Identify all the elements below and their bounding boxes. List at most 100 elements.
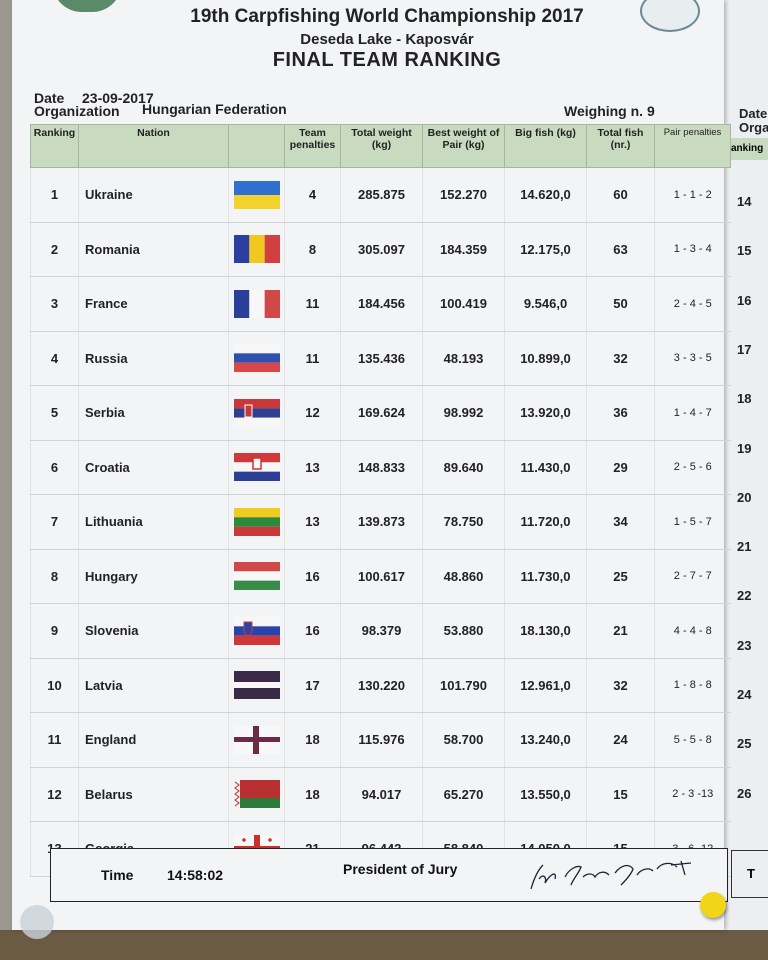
big-fish-cell: 11.430,0 xyxy=(504,440,587,495)
pair-penalties-cell: 2 - 7 - 7 xyxy=(654,549,731,604)
championship-title: 19th Carpfishing World Championship 2017 xyxy=(190,6,584,27)
table-row: 10 Latvia 17 130.220 101.790 12.961,0 32 1 - 8 … xyxy=(30,658,731,713)
total-fish-cell: 63 xyxy=(586,222,655,277)
rank-cell: 6 xyxy=(30,440,79,495)
team-penalties-cell: 4 xyxy=(284,167,341,223)
total-fish-cell: 50 xyxy=(586,276,655,332)
flag-cell xyxy=(228,658,285,713)
big-fish-cell: 11.730,0 xyxy=(504,549,587,604)
big-fish-cell: 13.920,0 xyxy=(504,385,587,441)
next-sheet-rank: 20 xyxy=(737,489,752,505)
pair-penalties-cell: 2 - 4 - 5 xyxy=(654,276,731,332)
col-flag xyxy=(228,124,285,168)
table-row: 8 Hungary 16 100.617 48.860 11.730,0 25 2 - 7 -… xyxy=(30,549,731,604)
big-fish-cell: 13.550,0 xyxy=(504,767,587,822)
pair-penalties-cell: 1 - 1 - 2 xyxy=(654,167,731,223)
total-weight-cell: 94.017 xyxy=(340,767,423,822)
best-weight-cell: 53.880 xyxy=(422,603,505,659)
flag-cell xyxy=(228,222,285,277)
best-weight-cell: 65.270 xyxy=(422,767,505,822)
table-row: 6 Croatia 13 148.833 89.640 11.430,0 29 2 - 5 -… xyxy=(30,440,731,495)
team-penalties-cell: 11 xyxy=(284,331,341,386)
best-weight-cell: 101.790 xyxy=(422,658,505,713)
pair-penalties-cell: 1 - 5 - 7 xyxy=(654,494,731,550)
col-nation: Nation xyxy=(78,124,229,168)
best-weight-cell: 98.992 xyxy=(422,385,505,441)
jury-signature xyxy=(530,860,692,890)
belarus-flag-icon xyxy=(233,780,280,809)
organization-value: Hungarian Federation xyxy=(142,101,287,117)
rank-cell: 12 xyxy=(30,767,79,822)
table-header-row: Ranking Nation Team penalties Total weig… xyxy=(30,124,731,168)
team-penalties-cell: 11 xyxy=(284,276,341,332)
best-weight-cell: 184.359 xyxy=(422,222,505,277)
team-penalties-cell: 16 xyxy=(284,603,341,659)
rank-cell: 3 xyxy=(30,276,79,332)
rank-cell: 11 xyxy=(30,712,79,768)
president-of-jury-label: President of Jury xyxy=(343,861,458,877)
pair-penalties-cell: 3 - 3 - 5 xyxy=(654,331,731,386)
table-row: 12 Belarus 18 94.017 65.270 13.550,0 15 2 - 3 -… xyxy=(30,767,731,822)
next-sheet-footer xyxy=(731,850,768,898)
team-penalties-cell: 18 xyxy=(284,767,341,822)
next-sheet-rank: 25 xyxy=(737,736,752,752)
hungary-flag-icon xyxy=(233,562,280,591)
rank-cell: 2 xyxy=(30,222,79,277)
nation-cell: Slovenia xyxy=(78,603,229,659)
time-value: 14:58:02 xyxy=(167,867,224,883)
pair-penalties-cell: 4 - 4 - 8 xyxy=(654,603,731,659)
date-value: 23-09-2017 xyxy=(82,90,154,106)
nation-cell: Russia xyxy=(78,331,229,386)
organization-label: Organization xyxy=(34,103,120,119)
croatia-flag-icon xyxy=(233,453,280,482)
next-sheet-date-label: Date xyxy=(739,106,768,121)
team-penalties-cell: 16 xyxy=(284,549,341,604)
romania-flag-icon xyxy=(233,235,280,264)
next-sheet-org-label: Orga xyxy=(739,120,768,135)
best-weight-cell: 89.640 xyxy=(422,440,505,495)
total-weight-cell: 305.097 xyxy=(340,222,423,277)
col-big-fish: Big fish (kg) xyxy=(504,124,587,168)
flag-cell xyxy=(228,276,285,332)
rank-cell: 9 xyxy=(30,603,79,659)
total-weight-cell: 184.456 xyxy=(340,276,423,332)
flag-cell xyxy=(228,167,285,223)
total-weight-cell: 135.436 xyxy=(340,331,423,386)
nation-cell: Serbia xyxy=(78,385,229,441)
flag-cell xyxy=(228,549,285,604)
thumbtack-clear xyxy=(20,905,54,939)
table-row: 3 France 11 184.456 100.419 9.546,0 50 2 - 4 - … xyxy=(30,276,731,332)
next-sheet-rank: 22 xyxy=(737,588,752,604)
best-weight-cell: 152.270 xyxy=(422,167,505,223)
total-fish-cell: 21 xyxy=(586,603,655,659)
big-fish-cell: 18.130,0 xyxy=(504,603,587,659)
pair-penalties-cell: 1 - 3 - 4 xyxy=(654,222,731,277)
total-fish-cell: 32 xyxy=(586,331,655,386)
total-fish-cell: 34 xyxy=(586,494,655,550)
total-weight-cell: 130.220 xyxy=(340,658,423,713)
team-penalties-cell: 18 xyxy=(284,712,341,768)
nation-cell: France xyxy=(78,276,229,332)
flag-cell xyxy=(228,603,285,659)
next-sheet-rank: 16 xyxy=(737,292,752,308)
flag-cell xyxy=(228,440,285,495)
next-sheet-rank: 19 xyxy=(737,440,752,456)
total-fish-cell: 29 xyxy=(586,440,655,495)
nation-cell: Hungary xyxy=(78,549,229,604)
total-weight-cell: 139.873 xyxy=(340,494,423,550)
col-best-weight-pair: Best weight of Pair (kg) xyxy=(422,124,505,168)
col-total-weight: Total weight (kg) xyxy=(340,124,423,168)
ranking-sheet: 19th Carpfishing World Championship 2017… xyxy=(12,0,731,939)
table-row: 4 Russia 11 135.436 48.193 10.899,0 32 3 - 3 - … xyxy=(30,331,731,386)
venue-title: Deseda Lake - Kaposvár xyxy=(300,31,474,48)
col-pair-penalties: Pair penalties xyxy=(654,124,731,168)
big-fish-cell: 9.546,0 xyxy=(504,276,587,332)
next-sheet-rank: 18 xyxy=(737,391,752,407)
ukraine-flag-icon xyxy=(233,180,280,209)
lithuania-flag-icon xyxy=(233,507,280,536)
nation-cell: Belarus xyxy=(78,767,229,822)
next-sheet-rank: 24 xyxy=(737,687,752,702)
team-penalties-cell: 17 xyxy=(284,658,341,713)
total-fish-cell: 24 xyxy=(586,712,655,768)
flag-cell xyxy=(228,767,285,822)
